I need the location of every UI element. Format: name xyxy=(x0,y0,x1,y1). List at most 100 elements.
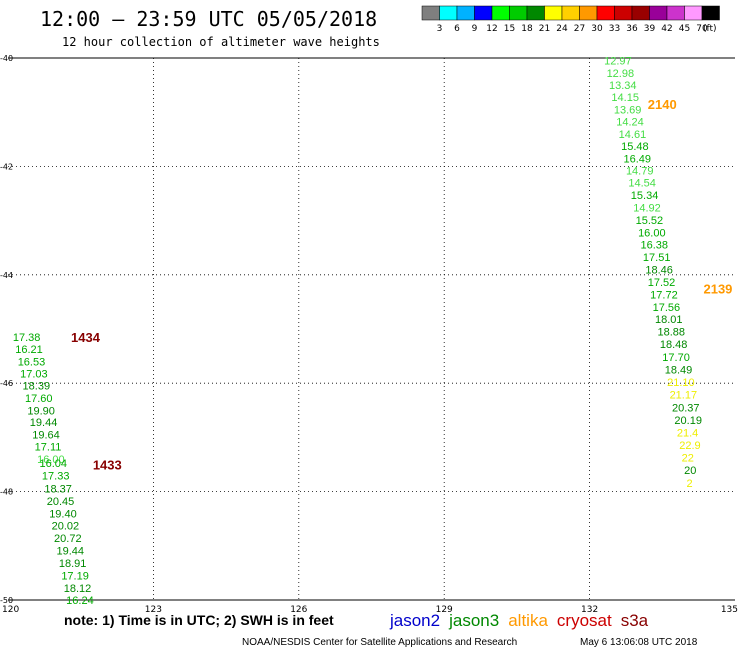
swh-value-label: 13.69 xyxy=(614,104,642,116)
color-scale-swatch xyxy=(631,5,650,21)
y-tick-label: -40 xyxy=(0,54,13,63)
swh-value-label: 18.46 xyxy=(645,264,673,276)
swh-value-label: 18.37 xyxy=(44,483,72,495)
chart-subtitle: 12 hour collection of altimeter wave hei… xyxy=(62,35,380,49)
swh-value-label: 14.61 xyxy=(619,129,647,141)
swh-value-label: 17.70 xyxy=(662,352,690,364)
footer-note: note: 1) Time is in UTC; 2) SWH is in fe… xyxy=(64,612,334,628)
plot-area: 120 123 126 129 132 135 -40 -42 -44 -46 -48 -50 12… xyxy=(0,54,738,615)
swh-value-label: 20.02 xyxy=(52,521,80,533)
swh-value-label: 18.01 xyxy=(655,314,683,326)
swh-value-label: 16.04 xyxy=(40,458,68,470)
swh-value-label: 21.4 xyxy=(677,428,698,440)
color-scale-label: 15 xyxy=(504,24,515,34)
color-scale-label: 6 xyxy=(454,24,460,34)
color-scale-label: 33 xyxy=(609,24,620,34)
swh-value-label: 19.40 xyxy=(49,508,77,520)
color-scale-swatch xyxy=(439,5,458,21)
swh-value-label: 19.44 xyxy=(30,417,58,429)
satellite-legend-item: altika xyxy=(508,611,548,630)
swh-value-label: 14.24 xyxy=(616,116,644,128)
swh-value-label: 16.24 xyxy=(66,595,94,607)
swh-value-label: 17.03 xyxy=(20,368,48,380)
x-tick-label: 120 xyxy=(2,605,19,615)
swh-value-label: 18.39 xyxy=(23,380,51,392)
color-scale-label: 70 xyxy=(696,24,708,34)
y-tick-label: -50 xyxy=(0,596,13,605)
color-scale-label: 3 xyxy=(437,24,443,34)
data-labels: 12.9712.9813.3414.1513.6914.2414.6115.48… xyxy=(13,56,702,607)
x-tick-label: 132 xyxy=(581,605,598,615)
color-scale-label: 27 xyxy=(574,24,585,34)
color-scale-label: 42 xyxy=(661,24,672,34)
x-tick-label: 129 xyxy=(436,605,453,615)
footer-credit: NOAA/NESDIS Center for Satellite Applica… xyxy=(242,637,517,648)
color-scale-swatch xyxy=(474,5,493,21)
swh-value-label: 14.92 xyxy=(633,203,661,215)
x-tick-label: 126 xyxy=(290,605,307,615)
x-tick-labels: 120 123 126 129 132 135 xyxy=(2,605,738,615)
pass-time-label: 1434 xyxy=(71,330,101,345)
color-scale-swatch xyxy=(561,5,580,21)
swh-value-label: 16.21 xyxy=(15,344,43,356)
color-scale-label: 12 xyxy=(486,24,497,34)
swh-value-label: 20 xyxy=(684,465,696,477)
swh-value-label: 20.45 xyxy=(47,496,75,508)
color-scale-legend: 3 6 9 12 15 18 21 24 27 30 33 36 39 42 45 70 xyxy=(421,5,720,34)
swh-value-label: 18.91 xyxy=(59,558,87,570)
color-scale-swatch xyxy=(666,5,685,21)
color-scale-swatch xyxy=(701,5,720,21)
swh-value-label: 14.54 xyxy=(628,178,656,190)
color-scale-swatch xyxy=(491,5,510,21)
swh-value-label: 15.34 xyxy=(631,190,659,202)
swh-value-label: 17.72 xyxy=(650,289,678,301)
color-scale-label: 18 xyxy=(521,24,533,34)
time-labels: 2140 2139 1434 1433 xyxy=(71,97,732,472)
pass-time-label: 2139 xyxy=(703,281,732,296)
swh-value-label: 14.79 xyxy=(626,166,654,178)
swh-value-label: 15.52 xyxy=(636,215,664,227)
swh-value-label: 2 xyxy=(687,478,693,490)
swh-value-label: 18.49 xyxy=(665,365,693,377)
pass-time-label: 1433 xyxy=(93,458,122,473)
satellite-legend: jason2 jason3 altika cryosat s3a xyxy=(389,611,649,630)
swh-value-label: 18.88 xyxy=(657,327,685,339)
pass-time-label: 2140 xyxy=(648,97,677,112)
swh-value-label: 18.12 xyxy=(64,583,92,595)
swh-value-label: 14.15 xyxy=(611,92,639,104)
swh-value-label: 12.98 xyxy=(607,68,635,80)
swh-value-label: 16.53 xyxy=(18,357,46,369)
swh-value-label: 19.44 xyxy=(56,546,84,558)
swh-value-label: 12.97 xyxy=(604,56,632,68)
color-scale-swatch xyxy=(596,5,615,21)
footer-timestamp: May 6 13:06:08 UTC 2018 xyxy=(580,637,698,648)
swh-value-label: 16.00 xyxy=(638,228,666,240)
y-tick-label: -42 xyxy=(0,162,13,171)
swh-value-label: 17.33 xyxy=(42,470,70,482)
swh-value-label: 22 xyxy=(682,452,694,464)
swh-value-label: 16.38 xyxy=(640,239,668,251)
swh-value-label: 17.19 xyxy=(61,571,89,583)
color-scale-label: 21 xyxy=(539,24,550,34)
color-scale-label: 36 xyxy=(626,24,638,34)
color-scale-label: 9 xyxy=(472,24,478,34)
color-scale-swatch xyxy=(421,5,440,21)
color-scale-swatch xyxy=(684,5,703,21)
color-scale-swatch xyxy=(526,5,545,21)
color-scale-swatch xyxy=(614,5,633,21)
y-tick-label: -48 xyxy=(0,488,13,497)
swh-value-label: 16.49 xyxy=(624,153,652,165)
y-tick-labels: -40 -42 -44 -46 -48 -50 xyxy=(0,54,13,605)
swh-value-label: 20.19 xyxy=(674,415,702,427)
swh-value-label: 17.56 xyxy=(653,302,681,314)
satellite-legend-item: jason3 xyxy=(448,611,499,630)
y-tick-label: -46 xyxy=(0,379,13,388)
color-scale-swatch xyxy=(579,5,598,21)
satellite-legend-item: jason2 xyxy=(389,611,440,630)
swh-value-label: 19.90 xyxy=(27,405,55,417)
color-scale-label: 45 xyxy=(679,24,690,34)
swh-value-label: 22.9 xyxy=(679,440,700,452)
satellite-legend-item: s3a xyxy=(621,611,649,630)
swh-value-label: 17.51 xyxy=(643,252,671,264)
